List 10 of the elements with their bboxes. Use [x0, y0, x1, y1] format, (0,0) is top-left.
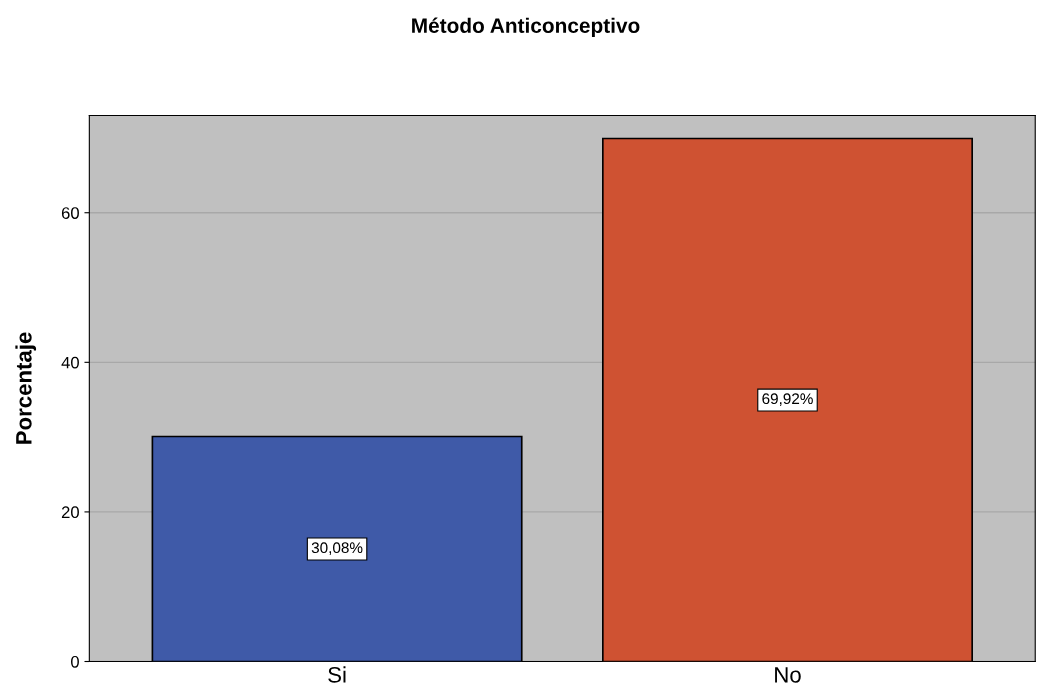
data-label: 30,08%	[311, 542, 363, 555]
y-tick-label: 20	[61, 506, 79, 519]
y-tick-label: 0	[71, 655, 79, 668]
y-tick-label: 40	[61, 356, 79, 369]
data-label: 69,92%	[762, 393, 813, 406]
x-tick-label: No	[775, 667, 801, 683]
x-tick-label: Si	[328, 666, 346, 683]
y-axis-title: Porcentaje	[15, 332, 37, 444]
y-tick-label: 60	[61, 207, 79, 219]
chart-title: Método Anticonceptivo	[412, 17, 640, 38]
